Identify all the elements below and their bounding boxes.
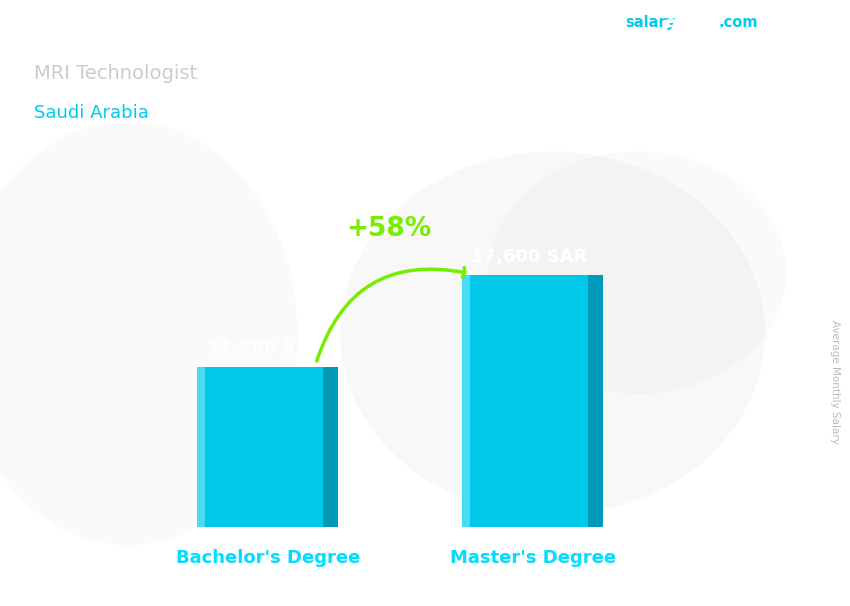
Text: Average Monthly Salary: Average Monthly Salary (830, 320, 840, 444)
Ellipse shape (0, 121, 298, 545)
Text: Saudi Arabia: Saudi Arabia (34, 104, 149, 122)
Text: ⚔: ⚔ (773, 50, 783, 60)
Polygon shape (197, 367, 205, 527)
Polygon shape (587, 275, 603, 527)
Text: salary: salary (625, 15, 675, 30)
Text: Bachelor's Degree: Bachelor's Degree (176, 549, 360, 567)
Text: +58%: +58% (347, 216, 432, 242)
Text: explorer: explorer (666, 15, 735, 30)
Ellipse shape (340, 152, 765, 515)
Polygon shape (462, 275, 470, 527)
FancyBboxPatch shape (197, 367, 323, 527)
Text: ———: ——— (763, 38, 792, 48)
Ellipse shape (489, 152, 786, 394)
Text: Master's Degree: Master's Degree (450, 549, 615, 567)
FancyBboxPatch shape (462, 275, 587, 527)
Text: 17,600 SAR: 17,600 SAR (472, 248, 587, 265)
Text: 11,200 SAR: 11,200 SAR (207, 339, 323, 358)
Polygon shape (323, 367, 338, 527)
Text: .com: .com (718, 15, 757, 30)
Text: MRI Technologist: MRI Technologist (34, 64, 197, 82)
Text: Salary Comparison By Education: Salary Comparison By Education (34, 15, 567, 43)
